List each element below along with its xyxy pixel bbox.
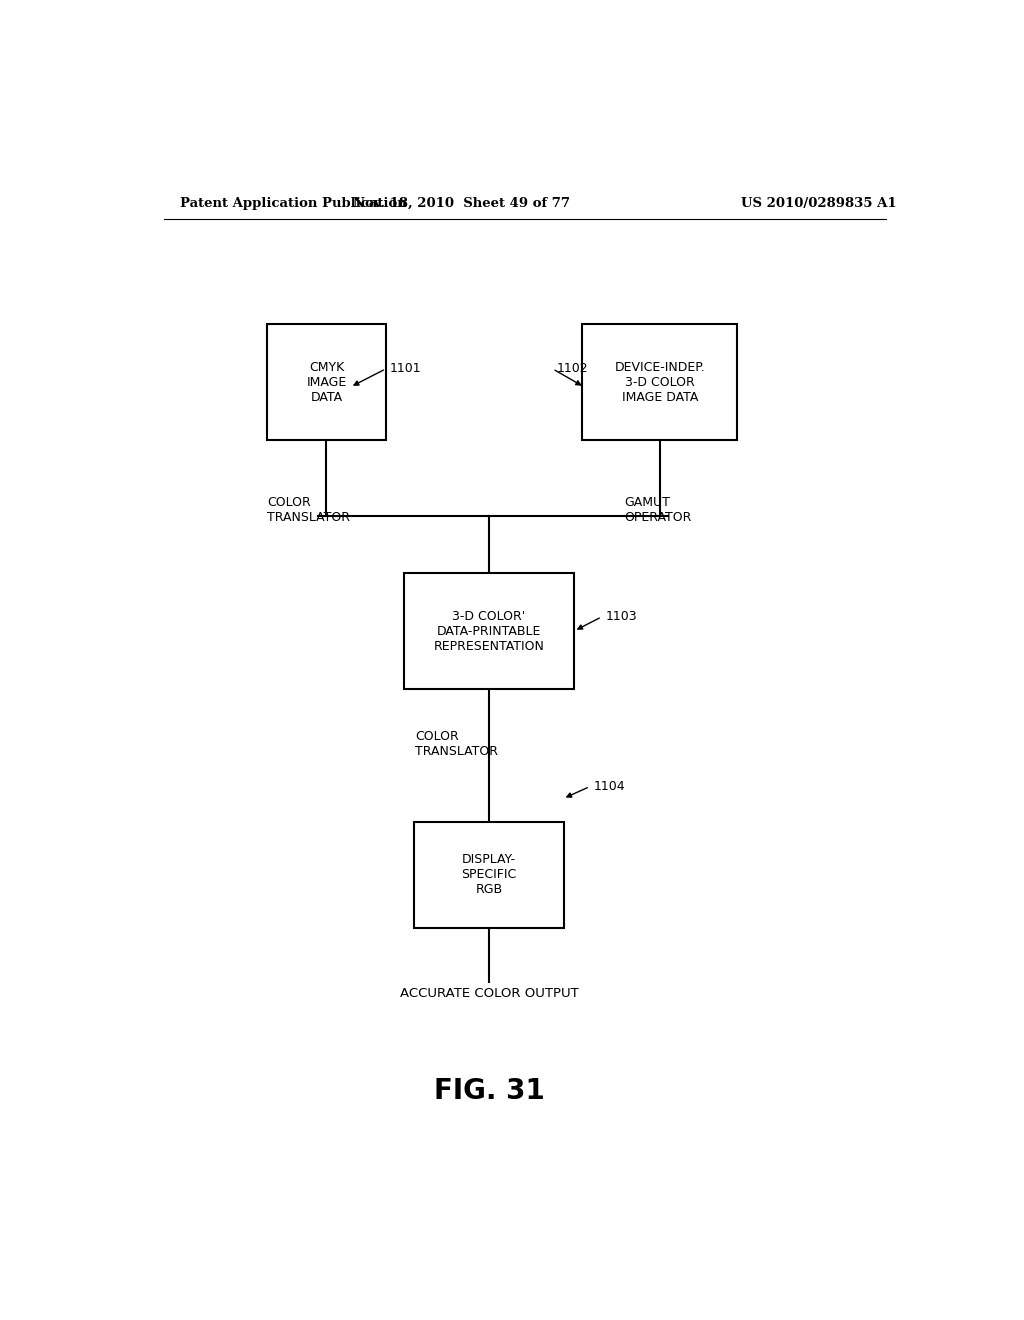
Text: 1104: 1104 [594, 780, 626, 793]
Bar [583, 323, 737, 441]
Bar [414, 821, 564, 928]
Text: DEVICE-INDEP.
3-D COLOR
IMAGE DATA: DEVICE-INDEP. 3-D COLOR IMAGE DATA [614, 360, 706, 404]
Text: 3-D COLOR'
DATA-PRINTABLE
REPRESENTATION: 3-D COLOR' DATA-PRINTABLE REPRESENTATION [433, 610, 545, 652]
Text: FIG. 31: FIG. 31 [434, 1077, 545, 1105]
Text: 1103: 1103 [606, 610, 637, 623]
Text: 1101: 1101 [390, 362, 422, 375]
Text: COLOR
TRANSLATOR: COLOR TRANSLATOR [416, 730, 499, 758]
Text: COLOR
TRANSLATOR: COLOR TRANSLATOR [267, 496, 350, 524]
Text: CMYK
IMAGE
DATA: CMYK IMAGE DATA [306, 360, 346, 404]
Text: Patent Application Publication: Patent Application Publication [179, 197, 407, 210]
Text: 1102: 1102 [557, 362, 588, 375]
Bar [267, 323, 386, 441]
Text: DISPLAY-
SPECIFIC
RGB: DISPLAY- SPECIFIC RGB [462, 854, 517, 896]
Bar [403, 573, 574, 689]
Text: US 2010/0289835 A1: US 2010/0289835 A1 [740, 197, 896, 210]
Text: Nov. 18, 2010  Sheet 49 of 77: Nov. 18, 2010 Sheet 49 of 77 [353, 197, 569, 210]
Text: GAMUT
OPERATOR: GAMUT OPERATOR [624, 496, 691, 524]
Text: ACCURATE COLOR OUTPUT: ACCURATE COLOR OUTPUT [399, 987, 579, 1001]
